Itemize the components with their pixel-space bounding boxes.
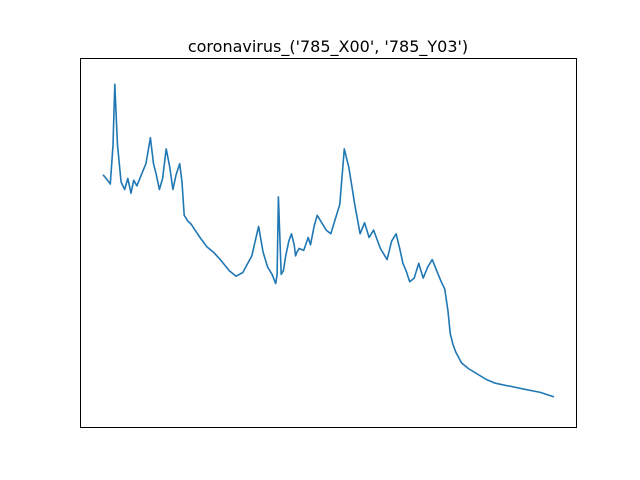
chart-title: coronavirus_('785_X00', '785_Y03') [188,37,468,57]
